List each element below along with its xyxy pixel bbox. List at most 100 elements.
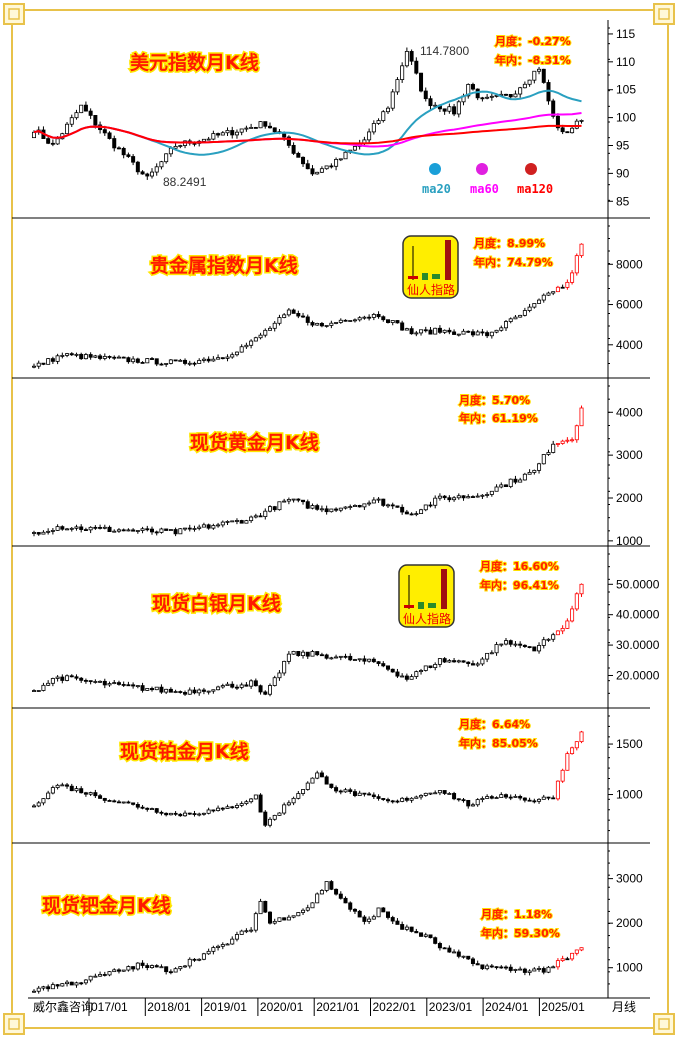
candle-body <box>168 971 173 974</box>
candle-body <box>149 965 154 969</box>
candle-body <box>414 513 419 516</box>
candle-body <box>508 478 513 488</box>
candle-body <box>315 893 320 904</box>
candle-body <box>112 969 117 973</box>
candle-body <box>216 686 221 691</box>
candle-body <box>183 692 188 695</box>
candle-body <box>69 527 74 530</box>
candle-body <box>367 502 372 505</box>
candle-body <box>414 671 419 677</box>
candle-body <box>46 138 51 144</box>
candle-body <box>376 498 381 501</box>
candle-body <box>338 158 343 161</box>
candle-body <box>513 795 518 798</box>
candle-body <box>69 353 74 356</box>
candle-body <box>433 327 438 335</box>
candle-body <box>225 356 230 359</box>
candle-body <box>447 947 452 953</box>
candle-body <box>437 790 442 794</box>
candle-body <box>220 132 225 136</box>
candle-body <box>93 792 98 797</box>
candle-body <box>489 965 494 968</box>
candle-body <box>46 986 51 990</box>
candle-body <box>291 797 296 804</box>
candle-body <box>282 804 287 814</box>
candle-body <box>551 291 556 294</box>
candle-body <box>55 784 60 788</box>
candle-body <box>400 797 405 802</box>
candle-body <box>503 966 508 969</box>
candle-icon <box>445 240 451 280</box>
candle-body <box>301 651 306 657</box>
candle-body <box>499 966 504 969</box>
badge-label: 仙人指路 <box>403 611 451 626</box>
candle-body <box>555 443 560 445</box>
candle-body <box>239 803 244 806</box>
candle-body <box>466 330 471 333</box>
candle-body <box>470 958 475 965</box>
candle-body <box>537 299 542 304</box>
candle-body <box>348 655 353 661</box>
candle-body <box>140 362 145 364</box>
candle-body <box>508 318 513 322</box>
candle-body <box>216 524 221 527</box>
candle-body <box>357 910 362 918</box>
candle-body <box>461 330 466 335</box>
candle-body <box>65 528 70 531</box>
candle-body <box>131 802 136 805</box>
candle-body <box>121 148 126 156</box>
y-tick-label: 6000 <box>616 298 643 312</box>
candle-body <box>183 812 188 817</box>
y-tick-label: 8000 <box>616 257 643 271</box>
candle-body <box>145 965 150 969</box>
candle-body <box>532 70 537 81</box>
candle-body <box>371 794 376 798</box>
candle-body <box>258 900 263 915</box>
y-tick-label: 1500 <box>616 737 643 751</box>
candle-body <box>282 132 287 138</box>
candle-body <box>494 797 499 799</box>
badge-label: 仙人指路 <box>407 282 455 297</box>
candle-body <box>348 320 353 322</box>
candle-body <box>296 651 301 657</box>
candle-body <box>574 425 579 441</box>
candle-body <box>560 627 565 632</box>
date-label: 2023/01 <box>429 1000 473 1014</box>
candle-body <box>574 120 579 129</box>
candle-body <box>522 473 527 481</box>
candle-body <box>480 658 485 665</box>
candle-body <box>527 970 532 973</box>
candle-body <box>140 528 145 531</box>
date-label: 2020/01 <box>260 1000 304 1014</box>
candle-body <box>112 138 117 149</box>
candle-body <box>348 506 353 508</box>
corner-ornament-icon <box>658 8 670 20</box>
candle-body <box>102 526 107 529</box>
candle-body <box>164 528 169 531</box>
candle-body <box>107 971 112 976</box>
candle-body <box>234 934 239 940</box>
candle-body <box>319 890 324 895</box>
candle-icon <box>404 605 414 608</box>
candle-body <box>32 690 37 692</box>
candle-body <box>376 907 381 918</box>
candle-body <box>400 65 405 80</box>
candle-body <box>475 331 480 336</box>
candle-body <box>93 526 98 529</box>
candle-body <box>447 660 452 663</box>
candle-body <box>46 792 51 800</box>
candle-body <box>98 680 103 683</box>
candle-body <box>437 327 442 333</box>
candle-body <box>428 665 433 669</box>
candle-body <box>508 796 513 799</box>
candle-body <box>173 529 178 535</box>
y-tick-label: 90 <box>616 166 630 180</box>
candle-body <box>489 331 494 337</box>
candle-body <box>282 314 287 318</box>
candle-body <box>187 527 192 530</box>
candle-body <box>187 958 192 967</box>
candle-body <box>395 671 400 677</box>
candle-body <box>116 356 121 359</box>
candle-body <box>319 508 324 511</box>
candle-body <box>178 813 183 817</box>
